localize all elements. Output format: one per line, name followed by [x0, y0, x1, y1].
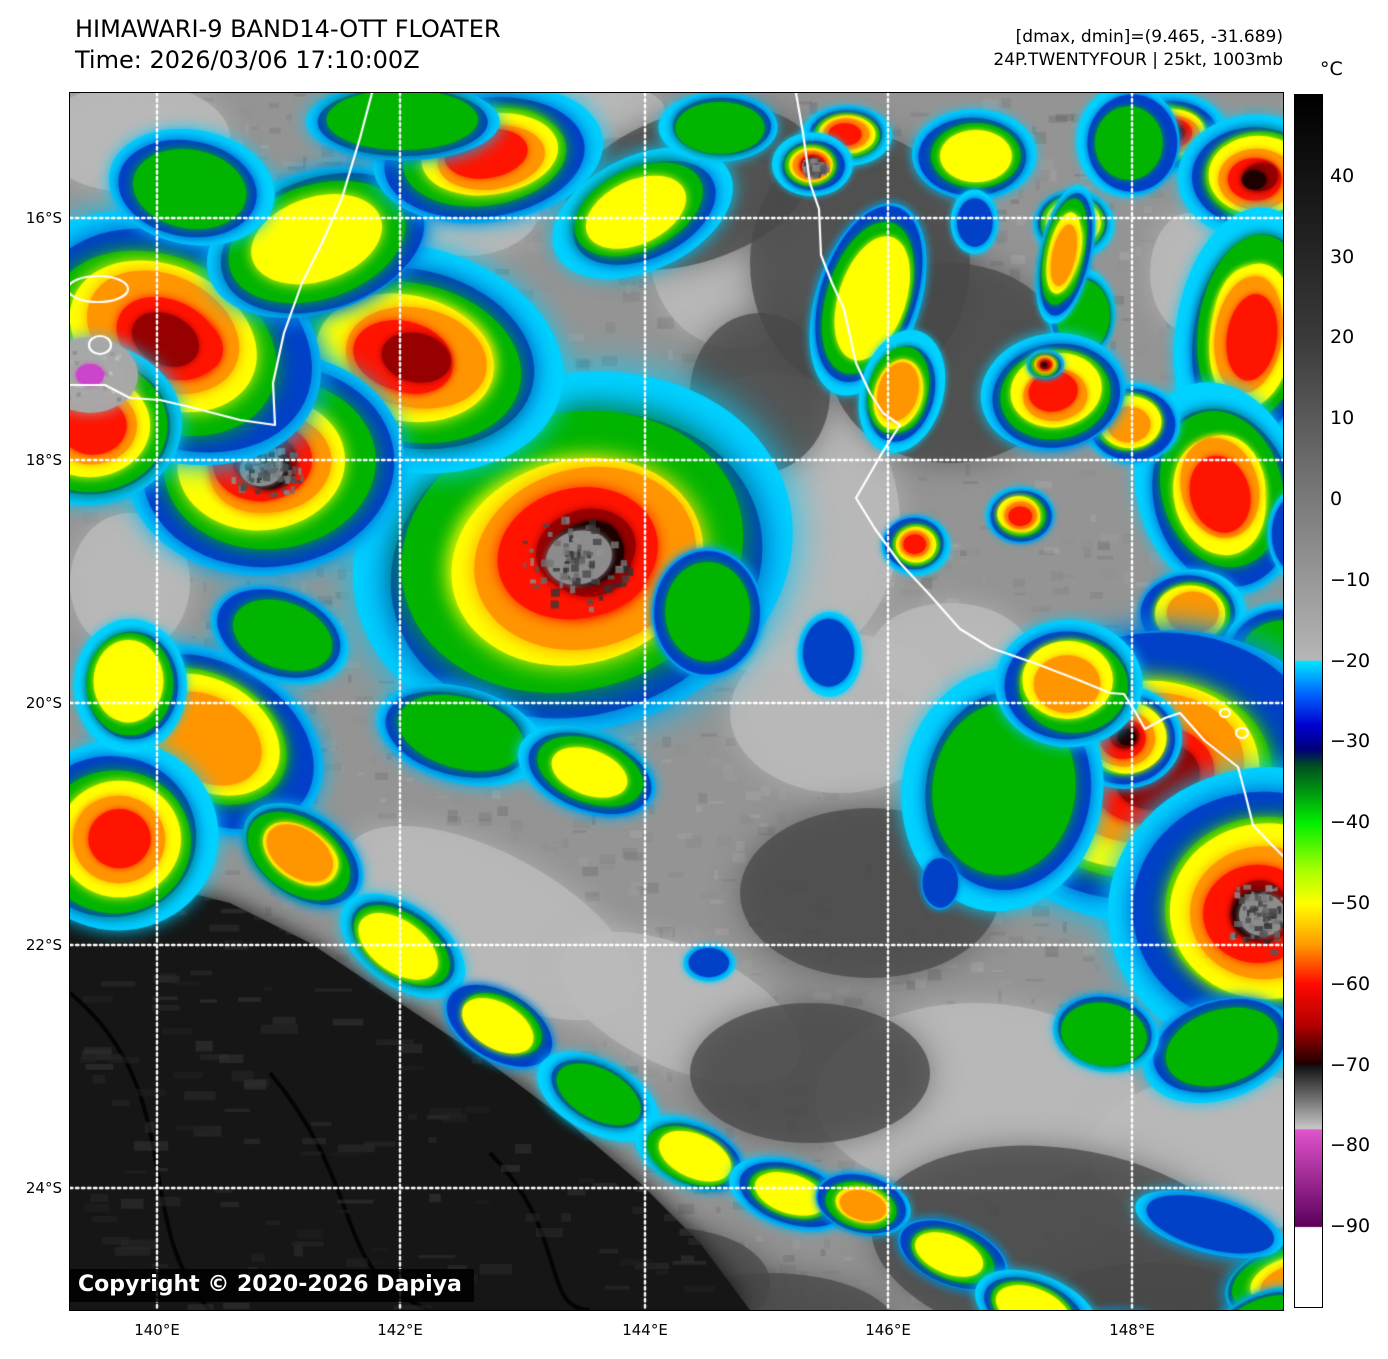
colorbar-tick-label: 40	[1330, 164, 1355, 187]
dmax-dmin-readout: [dmax, dmin]=(9.465, -31.689)	[1015, 27, 1283, 47]
timestamp: Time: 2026/03/06 17:10:00Z	[75, 46, 420, 74]
lat-tick-label: 24°S	[25, 1179, 62, 1197]
colorbar-tick-label: −30	[1330, 730, 1371, 753]
colorbar-frame	[1293, 93, 1323, 1308]
lon-tick-label: 144°E	[622, 1321, 668, 1339]
colorbar-tick-label: 10	[1330, 407, 1355, 430]
colorbar-unit-label: °C	[1320, 58, 1343, 80]
colorbar-tick-label: −80	[1330, 1134, 1371, 1157]
colorbar-tick-label: −20	[1330, 649, 1371, 672]
colorbar-tick-label: 20	[1330, 326, 1355, 349]
lat-tick-label: 16°S	[25, 209, 62, 227]
satellite-imagery-canvas	[69, 92, 1283, 1310]
colorbar-tick-label: −90	[1330, 1215, 1371, 1238]
title-block: HIMAWARI-9 BAND14-OTT FLOATER Time: 2026…	[75, 14, 501, 76]
colorbar-tick-label: −70	[1330, 1053, 1371, 1076]
lat-tick-label: 22°S	[25, 936, 62, 954]
lon-tick-label: 148°E	[1109, 1321, 1155, 1339]
colorbar-tick-label: −40	[1330, 811, 1371, 834]
info-block: [dmax, dmin]=(9.465, -31.689) 24P.TWENTY…	[70, 26, 1283, 72]
lon-tick-label: 142°E	[377, 1321, 423, 1339]
colorbar-tick-label: 30	[1330, 245, 1355, 268]
copyright-badge: Copyright © 2020-2026 Dapiya	[70, 1269, 474, 1302]
colorbar-tick-label: −50	[1330, 892, 1371, 914]
lon-tick-label: 140°E	[134, 1321, 180, 1339]
colorbar-tick-label: −60	[1330, 972, 1371, 995]
colorbar-tick-label: −10	[1330, 568, 1371, 591]
colorbar-tick-label: 0	[1330, 488, 1343, 510]
lon-tick-label: 146°E	[865, 1321, 911, 1339]
page-title: HIMAWARI-9 BAND14-OTT FLOATER	[75, 15, 501, 43]
map-frame	[68, 91, 1284, 1311]
lat-tick-label: 20°S	[25, 694, 62, 712]
lat-tick-label: 18°S	[25, 451, 62, 469]
colorbar-canvas	[1294, 94, 1322, 1307]
storm-info-readout: 24P.TWENTYFOUR | 25kt, 1003mb	[993, 50, 1283, 70]
